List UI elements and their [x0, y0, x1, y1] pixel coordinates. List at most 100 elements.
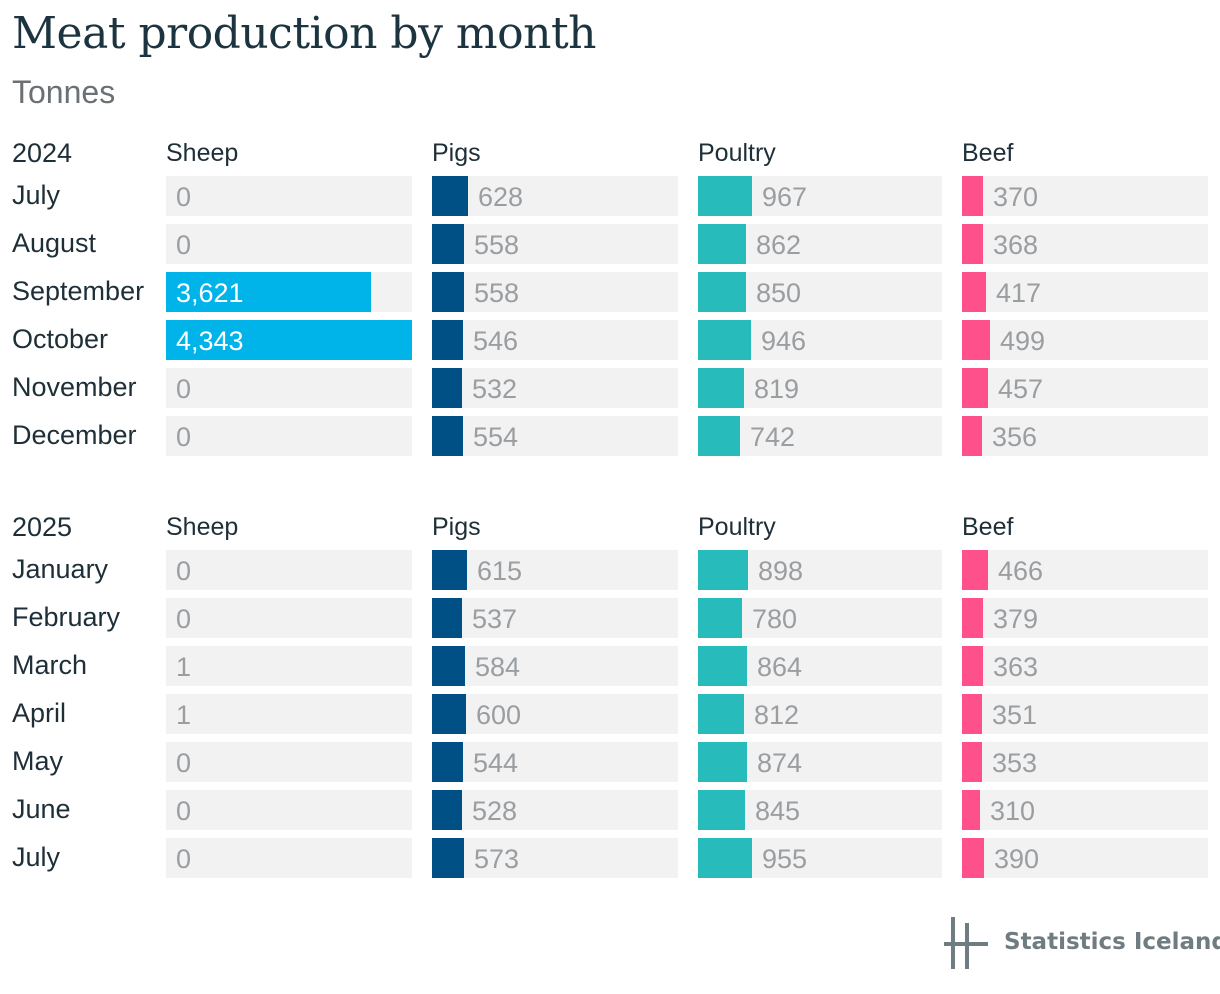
bar-poultry	[698, 176, 752, 216]
month-label: August	[12, 228, 97, 258]
data-label: 0	[176, 796, 192, 826]
series-header-beef: Beef	[962, 139, 1014, 167]
group-year-label: 2024	[12, 138, 73, 168]
bar-beef	[962, 694, 982, 734]
data-label: 864	[757, 652, 803, 682]
bar-pigs	[432, 368, 462, 408]
bar-beef	[962, 838, 984, 878]
data-label: 554	[473, 422, 519, 452]
month-label: February	[12, 602, 121, 632]
bar-track: 819	[698, 368, 942, 408]
bar-beef	[962, 416, 982, 456]
bar-pigs	[432, 646, 465, 686]
bar-pigs	[432, 742, 463, 782]
chart-row: July 0 573 955 390	[0, 838, 1220, 878]
bar-track: 898	[698, 550, 942, 590]
bar-track: 0	[166, 224, 412, 264]
data-label: 1	[176, 652, 192, 682]
bar-pigs	[432, 790, 462, 830]
bar-poultry	[698, 838, 752, 878]
data-label: 546	[473, 326, 519, 356]
series-header-beef: Beef	[962, 513, 1014, 541]
bar-track: 0	[166, 176, 412, 216]
bar-poultry	[698, 646, 747, 686]
bar-track: 0	[166, 790, 412, 830]
data-label: 457	[998, 374, 1044, 404]
series-header-pigs: Pigs	[432, 513, 481, 541]
series-header-sheep: Sheep	[166, 513, 239, 541]
bar-poultry	[698, 598, 742, 638]
brand-logo: Statistics Iceland	[944, 915, 1220, 971]
bar-track: 0	[166, 742, 412, 782]
bar-poultry	[698, 550, 748, 590]
month-label: January	[12, 554, 109, 584]
bar-track: 466	[962, 550, 1208, 590]
bar-track: 310	[962, 790, 1208, 830]
bar-beef	[962, 368, 988, 408]
series-header-poultry: Poultry	[698, 513, 776, 541]
data-label: 499	[1000, 326, 1046, 356]
month-label: November	[12, 372, 137, 402]
data-label: 558	[474, 230, 520, 260]
chart-row: September 3,621 558 850 417	[0, 272, 1220, 312]
bar-poultry	[698, 790, 745, 830]
data-label: 351	[992, 700, 1038, 730]
data-label: 0	[176, 844, 192, 874]
month-label: March	[12, 650, 88, 680]
bar-track: 0	[166, 368, 412, 408]
bar-beef	[962, 550, 988, 590]
chart-row: March 1 584 864 363	[0, 646, 1220, 686]
bar-pigs	[432, 224, 464, 264]
bar-track: 4,343	[166, 320, 412, 360]
data-label: 0	[176, 748, 192, 778]
data-label: 379	[993, 604, 1039, 634]
data-label: 967	[762, 182, 808, 212]
data-label: 3,621	[176, 278, 244, 308]
bar-track: 955	[698, 838, 942, 878]
brand-name: Statistics Iceland	[1004, 929, 1220, 955]
page-title: Meat production by month	[12, 8, 596, 59]
bar-pigs	[432, 550, 467, 590]
data-label: 537	[472, 604, 518, 634]
bar-track: 864	[698, 646, 942, 686]
bar-track: 862	[698, 224, 942, 264]
bar-track: 558	[432, 224, 678, 264]
data-label: 0	[176, 604, 192, 634]
bar-track: 1	[166, 694, 412, 734]
bar-sheep	[166, 320, 412, 360]
bar-track: 812	[698, 694, 942, 734]
chart-row: April 1 600 812 351	[0, 694, 1220, 734]
data-label: 600	[476, 700, 522, 730]
bar-track: 584	[432, 646, 678, 686]
data-label: 466	[998, 556, 1044, 586]
bar-track: 615	[432, 550, 678, 590]
data-label: 946	[761, 326, 807, 356]
bar-track: 457	[962, 368, 1208, 408]
bar-track: 528	[432, 790, 678, 830]
month-label: September	[12, 276, 145, 306]
bar-poultry	[698, 272, 746, 312]
bar-track: 368	[962, 224, 1208, 264]
statistics-iceland-logo-icon	[944, 917, 988, 969]
series-header-pigs: Pigs	[432, 139, 481, 167]
month-label: July	[12, 842, 61, 872]
bar-track: 351	[962, 694, 1208, 734]
data-label: 898	[758, 556, 804, 586]
data-label: 363	[993, 652, 1039, 682]
bar-track: 600	[432, 694, 678, 734]
month-label: December	[12, 420, 137, 450]
chart-row: January 0 615 898 466	[0, 550, 1220, 590]
data-label: 819	[754, 374, 800, 404]
bar-beef	[962, 176, 983, 216]
bar-pigs	[432, 694, 466, 734]
bar-track: 0	[166, 838, 412, 878]
bar-track: 558	[432, 272, 678, 312]
data-label: 955	[762, 844, 808, 874]
bar-pigs	[432, 320, 463, 360]
bar-track: 532	[432, 368, 678, 408]
page-subtitle: Tonnes	[12, 74, 116, 110]
month-label: July	[12, 180, 61, 210]
bar-track: 499	[962, 320, 1208, 360]
series-header-poultry: Poultry	[698, 139, 776, 167]
chart-row: August 0 558 862 368	[0, 224, 1220, 264]
